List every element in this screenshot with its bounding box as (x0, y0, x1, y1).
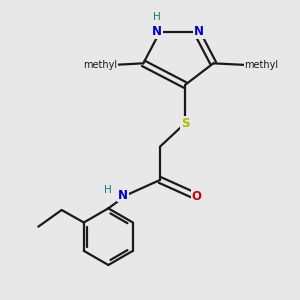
Text: H: H (154, 12, 161, 22)
Text: N: N (152, 25, 162, 38)
Text: methyl: methyl (83, 60, 117, 70)
Text: methyl: methyl (244, 60, 279, 70)
Text: S: S (181, 117, 189, 130)
Text: H: H (104, 185, 112, 195)
Text: N: N (118, 188, 128, 202)
Text: O: O (192, 190, 202, 203)
Text: N: N (194, 25, 204, 38)
